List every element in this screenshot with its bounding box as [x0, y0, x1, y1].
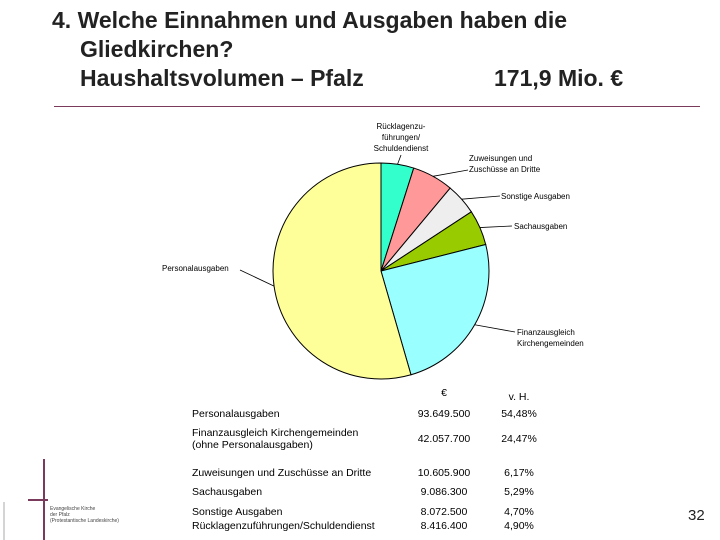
leader-line-personal	[239, 269, 275, 287]
callout-zuweisungen: Zuweisungen und Zuschüsse an Dritte	[469, 154, 541, 174]
table-row: Personalausgaben 93.649.500 v. H. 54,48%	[192, 391, 554, 427]
callout-ruecklagen-line2: führungen/	[382, 133, 421, 142]
leader-lines	[239, 154, 516, 333]
budget-table: € Personalausgaben 93.649.500 v. H. 54,4…	[192, 387, 554, 534]
row-label: Zuweisungen und Zuschüsse an Dritte	[192, 467, 372, 479]
church-logo	[3, 459, 48, 540]
title-line-1: 4. Welche Einnahmen und Ausgaben haben d…	[52, 7, 568, 33]
row-euro: 42.057.700	[417, 433, 471, 445]
callout-finanz-line2: Kirchengemeinden	[517, 339, 584, 348]
callout-ruecklagen-line1: Rücklagenzu-	[377, 122, 426, 131]
row-label: Finanzausgleich Kirchengemeinden (ohne P…	[192, 427, 404, 463]
callout-zuweisungen-line2: Zuschüsse an Dritte	[469, 165, 541, 174]
row-label: Sonstige Ausgaben	[192, 506, 283, 518]
leader-line-sach	[479, 225, 513, 228]
table-header: €	[192, 387, 554, 404]
logo-text: Evangelische Kirche der Pfalz (Protestan…	[50, 506, 119, 524]
row-pct: 6,17%	[504, 467, 534, 479]
row-pct: 54,48%	[501, 408, 537, 420]
logo-text-line1: Evangelische Kirche	[50, 506, 96, 512]
callout-sach: Sachausgaben	[514, 222, 567, 231]
title-line-2: Gliedkirchen?	[80, 36, 234, 62]
pie-slice-personal	[272, 162, 412, 380]
pie-chart: Rücklagenzu- führungen/ Schuldendienst Z…	[162, 122, 584, 380]
row-euro: 10.605.900	[417, 467, 471, 479]
row-pct: 24,47%	[501, 433, 537, 445]
leader-line-sonstige	[461, 195, 501, 200]
row-euro: 8.416.400	[420, 520, 468, 532]
col-header-pct: v. H.	[508, 391, 530, 403]
row-euro: 9.086.300	[420, 486, 468, 498]
pie-slices	[272, 162, 490, 380]
leader-line-ruecklagen	[397, 154, 402, 165]
row-euro: 8.072.500	[420, 506, 468, 518]
table-row: Rücklagenzuführungen/Schuldendienst 8.41…	[192, 520, 554, 534]
title-divider	[54, 106, 700, 107]
leader-line-finanz	[474, 324, 516, 333]
page-number: 32	[688, 507, 705, 524]
row-label-sub: (ohne Personalausgaben)	[192, 439, 313, 451]
row-euro: 93.649.500	[417, 408, 471, 420]
row-pct: 4,90%	[504, 520, 534, 532]
row-pct: 4,70%	[504, 506, 534, 518]
callout-finanz-line1: Finanzausgleich	[517, 328, 575, 337]
title-line-3: Haushaltsvolumen – Pfalz 171,9 Mio. €	[52, 64, 712, 93]
row-pct: 5,29%	[504, 486, 534, 498]
logo-text-line3: (Protestantische Landeskirche)	[50, 518, 119, 524]
logo-text-line2: der Pfalz	[50, 512, 70, 518]
callout-finanz: Finanzausgleich Kirchengemeinden	[517, 328, 584, 348]
row-pct-cell: v. H. 54,48%	[484, 391, 554, 427]
row-label: Rücklagenzuführungen/Schuldendienst	[192, 520, 375, 532]
leader-line-zuweisungen	[432, 169, 469, 177]
callout-ruecklagen: Rücklagenzu- führungen/ Schuldendienst	[374, 122, 429, 153]
table-row: Sonstige Ausgaben 8.072.500 4,70%	[192, 502, 554, 520]
table-row: Finanzausgleich Kirchengemeinden (ohne P…	[192, 427, 554, 463]
callout-ruecklagen-line3: Schuldendienst	[374, 144, 429, 153]
table-row: Sachausgaben 9.086.300 5,29%	[192, 483, 554, 502]
title-subject: Haushaltsvolumen – Pfalz	[80, 65, 364, 91]
slide-title: 4. Welche Einnahmen und Ausgaben haben d…	[52, 6, 712, 93]
callout-sonstige: Sonstige Ausgaben	[501, 192, 570, 201]
table-row: Zuweisungen und Zuschüsse an Dritte 10.6…	[192, 463, 554, 483]
budget-volume: 171,9 Mio. €	[494, 65, 624, 91]
callout-zuweisungen-line1: Zuweisungen und	[469, 154, 532, 163]
row-label: Personalausgaben	[192, 408, 280, 420]
row-label: Sachausgaben	[192, 486, 263, 498]
callout-personal: Personalausgaben	[162, 264, 229, 273]
row-label-main: Finanzausgleich Kirchengemeinden	[192, 427, 359, 439]
col-header-euro: €	[441, 387, 447, 399]
